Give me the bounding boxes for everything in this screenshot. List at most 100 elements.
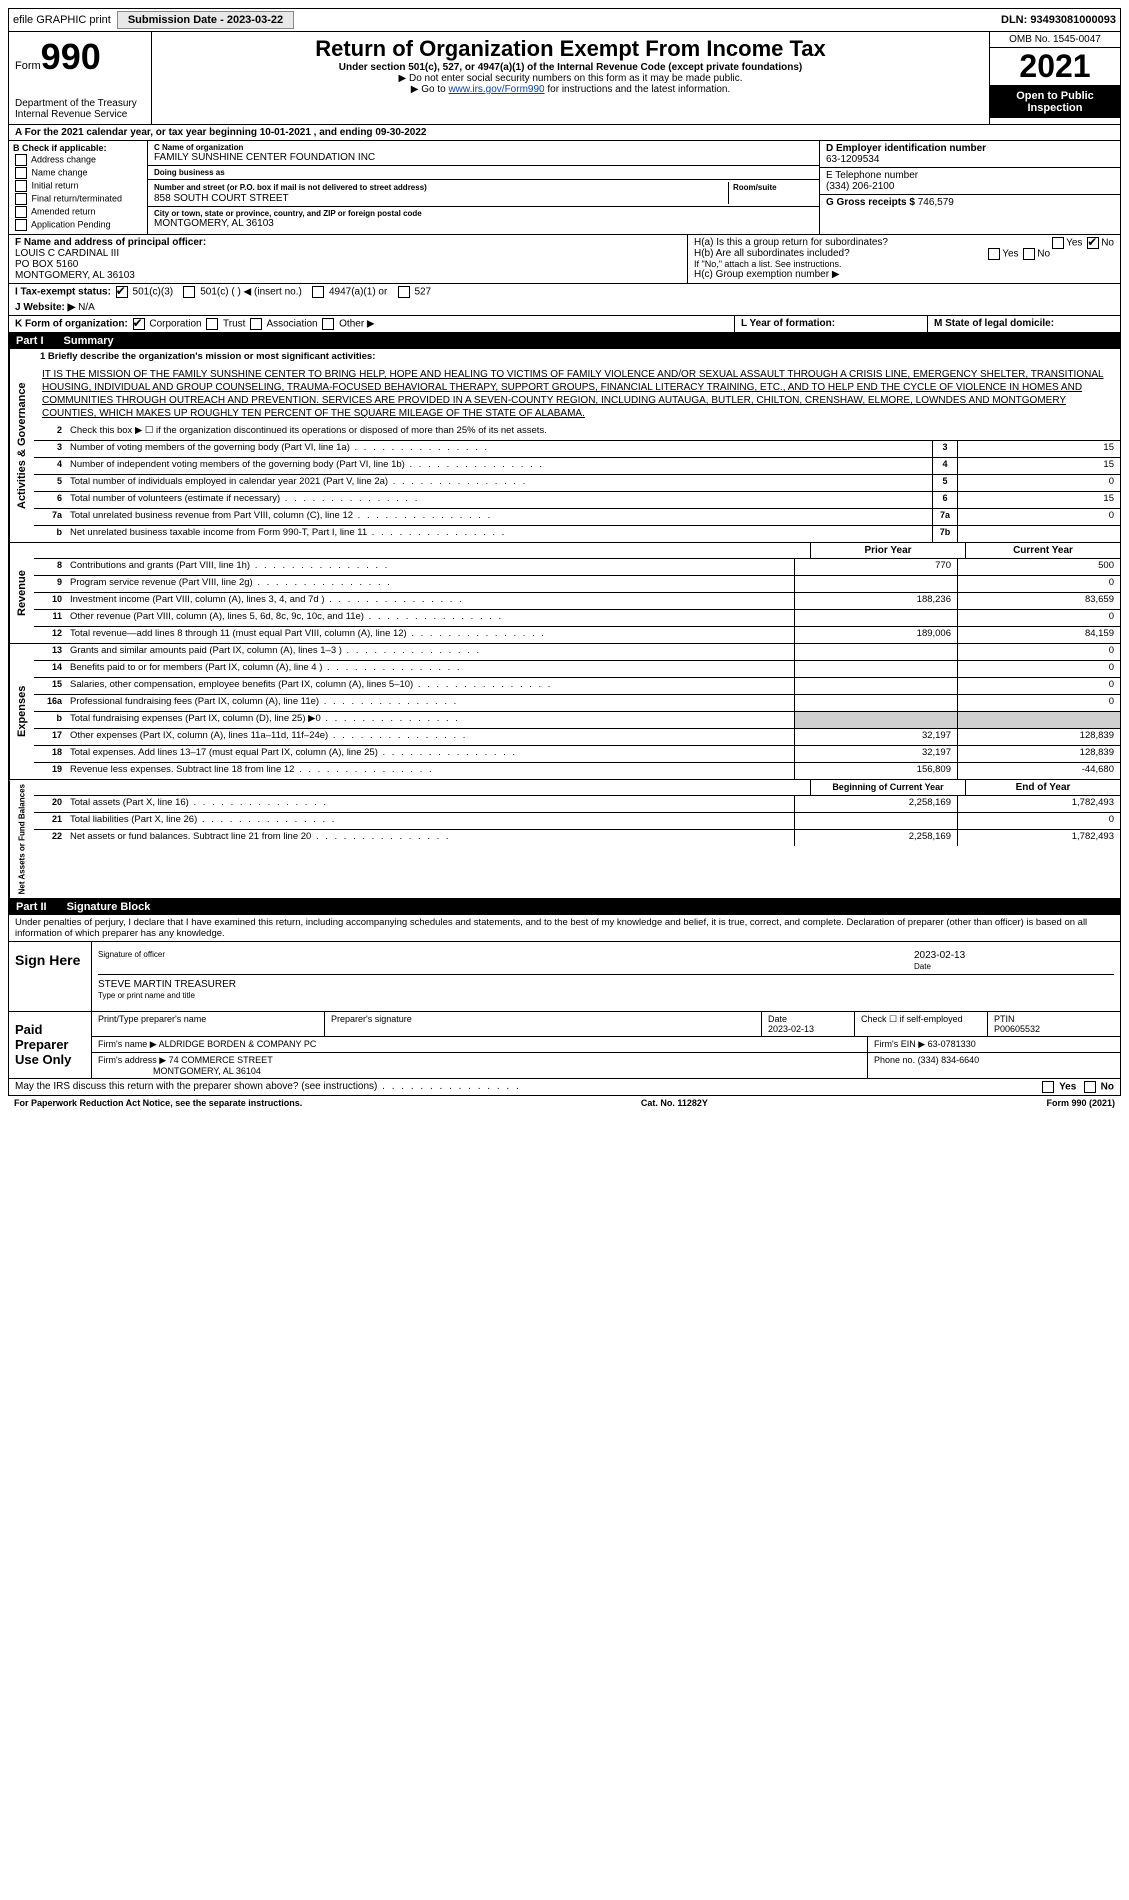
check-label: Application Pending xyxy=(31,219,111,229)
check-trust[interactable] xyxy=(206,318,218,330)
hb-note: If "No," attach a list. See instructions… xyxy=(694,259,1114,269)
opt-501c3: 501(c)(3) xyxy=(133,287,174,298)
ha-label: H(a) Is this a group return for subordin… xyxy=(694,237,888,248)
submission-date-button[interactable]: Submission Date - 2023-03-22 xyxy=(117,11,294,29)
side-gov: Activities & Governance xyxy=(9,349,34,542)
dba-label: Doing business as xyxy=(154,168,813,177)
opt-527: 527 xyxy=(414,287,431,298)
ptin-value: P00605532 xyxy=(994,1024,1040,1034)
table-row: 20Total assets (Part X, line 16)2,258,16… xyxy=(34,796,1120,813)
opt-4947: 4947(a)(1) or xyxy=(329,287,387,298)
col-current: Current Year xyxy=(965,543,1120,558)
check-name-change[interactable]: Name change xyxy=(13,167,143,179)
website-label: J Website: ▶ xyxy=(15,302,75,313)
check-corp[interactable] xyxy=(133,318,145,330)
form-label: Form xyxy=(15,60,41,72)
table-row: 14Benefits paid to or for members (Part … xyxy=(34,661,1120,678)
dln-label: DLN: 93493081000093 xyxy=(1001,14,1116,26)
org-name: FAMILY SUNSHINE CENTER FOUNDATION INC xyxy=(154,152,813,163)
table-row: 17Other expenses (Part IX, column (A), l… xyxy=(34,729,1120,746)
officer-name: LOUIS C CARDINAL III xyxy=(15,248,119,259)
opt-trust: Trust xyxy=(223,319,245,330)
check-amended[interactable]: Amended return xyxy=(13,206,143,218)
col-end: End of Year xyxy=(965,780,1120,795)
check-501c3[interactable] xyxy=(116,286,128,298)
part1-title: Summary xyxy=(64,335,114,347)
gross-value: 746,579 xyxy=(918,197,954,208)
side-rev: Revenue xyxy=(9,543,34,643)
mission-intro: 1 Briefly describe the organization's mi… xyxy=(34,349,1120,364)
firm-name: ALDRIDGE BORDEN & COMPANY PC xyxy=(159,1039,317,1049)
check-initial-return[interactable]: Initial return xyxy=(13,180,143,192)
website-value: N/A xyxy=(78,302,95,313)
sign-here-label: Sign Here xyxy=(9,942,92,1011)
irs-link[interactable]: www.irs.gov/Form990 xyxy=(448,84,544,95)
section-b-header: B Check if applicable: xyxy=(13,143,107,153)
side-exp: Expenses xyxy=(9,644,34,779)
table-row: 12Total revenue—add lines 8 through 11 (… xyxy=(34,627,1120,643)
table-row: 16aProfessional fundraising fees (Part I… xyxy=(34,695,1120,712)
org-name-label: C Name of organization xyxy=(154,143,813,152)
check-address-change[interactable]: Address change xyxy=(13,154,143,166)
check-label: Initial return xyxy=(32,180,79,190)
signature-block: Under penalties of perjury, I declare th… xyxy=(8,915,1121,1079)
form-title: Return of Organization Exempt From Incom… xyxy=(162,36,979,62)
form-number: Form990 xyxy=(15,36,145,78)
officer-city: MONTGOMERY, AL 36103 xyxy=(15,270,135,281)
revenue-section: Revenue Prior YearCurrent Year 8Contribu… xyxy=(8,543,1121,644)
firm-addr: 74 COMMERCE STREET xyxy=(169,1055,273,1065)
hb-label: H(b) Are all subordinates included? xyxy=(694,248,850,259)
check-527[interactable] xyxy=(398,286,410,298)
no-label: No xyxy=(1037,249,1050,260)
form-header: Form990 Department of the Treasury Inter… xyxy=(8,32,1121,125)
table-row: 7aTotal unrelated business revenue from … xyxy=(34,509,1120,526)
gov-section: Activities & Governance 1 Briefly descri… xyxy=(8,349,1121,543)
form-990-page: efile GRAPHIC print Submission Date - 20… xyxy=(0,0,1129,1118)
part2-label: Part II xyxy=(16,901,47,913)
form-990-number: 990 xyxy=(41,36,101,77)
discuss-yes[interactable] xyxy=(1042,1081,1054,1093)
ha-row: H(a) Is this a group return for subordin… xyxy=(694,237,1114,248)
tax-period: A For the 2021 calendar year, or tax yea… xyxy=(15,127,426,138)
discuss-no[interactable] xyxy=(1084,1081,1096,1093)
prep-date: 2023-02-13 xyxy=(768,1024,814,1034)
firm-city: MONTGOMERY, AL 36104 xyxy=(153,1066,261,1076)
hc-row: H(c) Group exemption number ▶ xyxy=(694,269,1114,280)
check-501c[interactable] xyxy=(183,286,195,298)
yes-label: Yes xyxy=(1002,249,1018,260)
domicile-label: M State of legal domicile: xyxy=(934,318,1054,329)
check-pending[interactable]: Application Pending xyxy=(13,219,143,231)
no-label: No xyxy=(1101,1082,1114,1093)
prep-check: Check ☐ if self-employed xyxy=(855,1012,988,1036)
net-section: Net Assets or Fund Balances Beginning of… xyxy=(8,780,1121,899)
mission-label: 1 Briefly describe the organization's mi… xyxy=(40,351,375,362)
addr-label: Number and street (or P.O. box if mail i… xyxy=(154,183,427,192)
col-begin: Beginning of Current Year xyxy=(810,780,965,795)
no-label: No xyxy=(1101,238,1114,249)
exempt-label: I Tax-exempt status: xyxy=(15,287,111,298)
opt-other: Other ▶ xyxy=(339,319,374,330)
org-city: MONTGOMERY, AL 36103 xyxy=(154,218,813,229)
firm-ein-label: Firm's EIN ▶ xyxy=(874,1039,925,1049)
table-row: 4Number of independent voting members of… xyxy=(34,458,1120,475)
table-row: 6Total number of volunteers (estimate if… xyxy=(34,492,1120,509)
check-label: Amended return xyxy=(31,206,96,216)
check-final-return[interactable]: Final return/terminated xyxy=(13,193,143,205)
check-other[interactable] xyxy=(322,318,334,330)
table-row: 13Grants and similar amounts paid (Part … xyxy=(34,644,1120,661)
efile-label: efile GRAPHIC print xyxy=(13,14,111,26)
check-label: Name change xyxy=(32,167,88,177)
check-4947[interactable] xyxy=(312,286,324,298)
officer-label: F Name and address of principal officer: xyxy=(15,237,206,248)
hb-row: H(b) Are all subordinates included? Yes … xyxy=(694,248,1114,259)
officer-po: PO BOX 5160 xyxy=(15,259,78,270)
part2-title: Signature Block xyxy=(67,901,151,913)
footer-cat: Cat. No. 11282Y xyxy=(641,1098,708,1108)
check-assoc[interactable] xyxy=(250,318,262,330)
opt-corp: Corporation xyxy=(149,319,201,330)
sig-intro: Under penalties of perjury, I declare th… xyxy=(9,915,1120,942)
ein-label: D Employer identification number xyxy=(826,143,986,154)
table-row: 9Program service revenue (Part VIII, lin… xyxy=(34,576,1120,593)
section-i: I Tax-exempt status: 501(c)(3) 501(c) ( … xyxy=(8,284,1121,300)
year-formation-label: L Year of formation: xyxy=(741,318,835,329)
